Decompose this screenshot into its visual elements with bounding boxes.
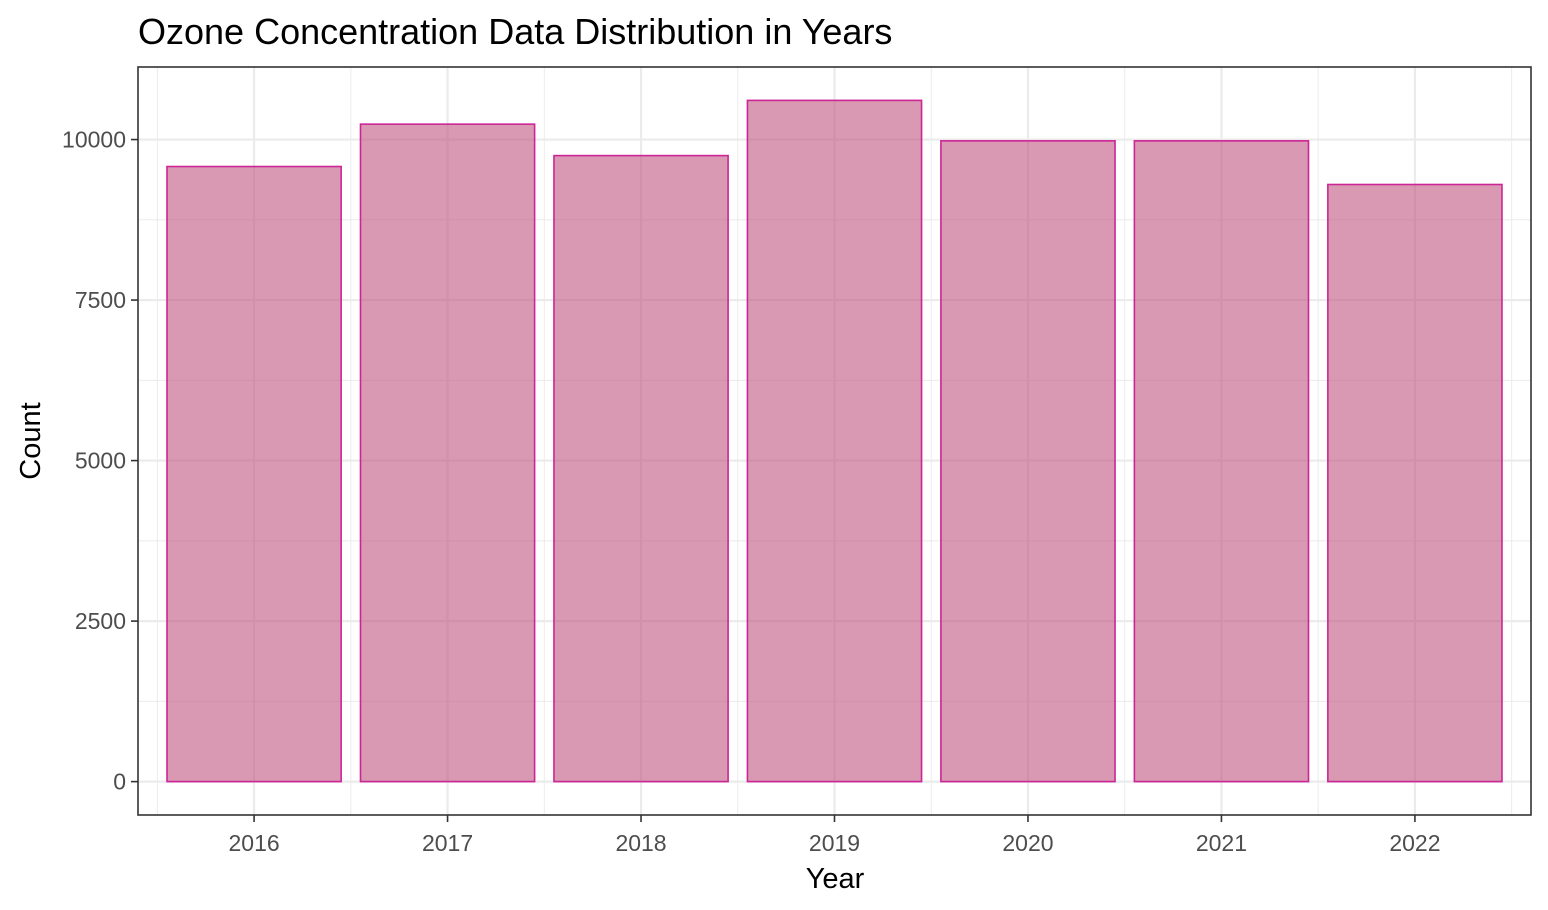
bar-2018 [553,154,729,783]
x-tick-label: 2018 [615,830,666,856]
x-axis: 2016 2017 2018 2019 2020 2021 2022 [228,815,1441,856]
chart-title: Ozone Concentration Data Distribution in… [138,11,892,52]
y-axis-label: Count [15,402,47,479]
y-tick-label: 10000 [62,127,126,153]
x-tick-label: 2019 [809,830,860,856]
bar-2019 [746,99,923,783]
y-tick-label: 0 [113,769,126,795]
x-tick-label: 2016 [228,830,279,856]
y-axis: 0 2500 5000 7500 10000 [62,127,138,795]
bars [166,99,1503,783]
bar-2016 [166,165,342,783]
x-tick-label: 2021 [1196,830,1247,856]
y-tick-label: 2500 [75,608,126,634]
y-tick-label: 5000 [75,448,126,474]
x-tick-label: 2020 [1002,830,1053,856]
y-tick-label: 7500 [75,287,126,313]
x-tick-label: 2017 [422,830,473,856]
bar-2017 [359,123,536,783]
x-tick-label: 2022 [1389,830,1440,856]
bar-2020 [940,140,1116,783]
bar-2021 [1133,140,1310,783]
x-axis-label: Year [806,863,865,895]
bar-2022 [1327,183,1503,783]
